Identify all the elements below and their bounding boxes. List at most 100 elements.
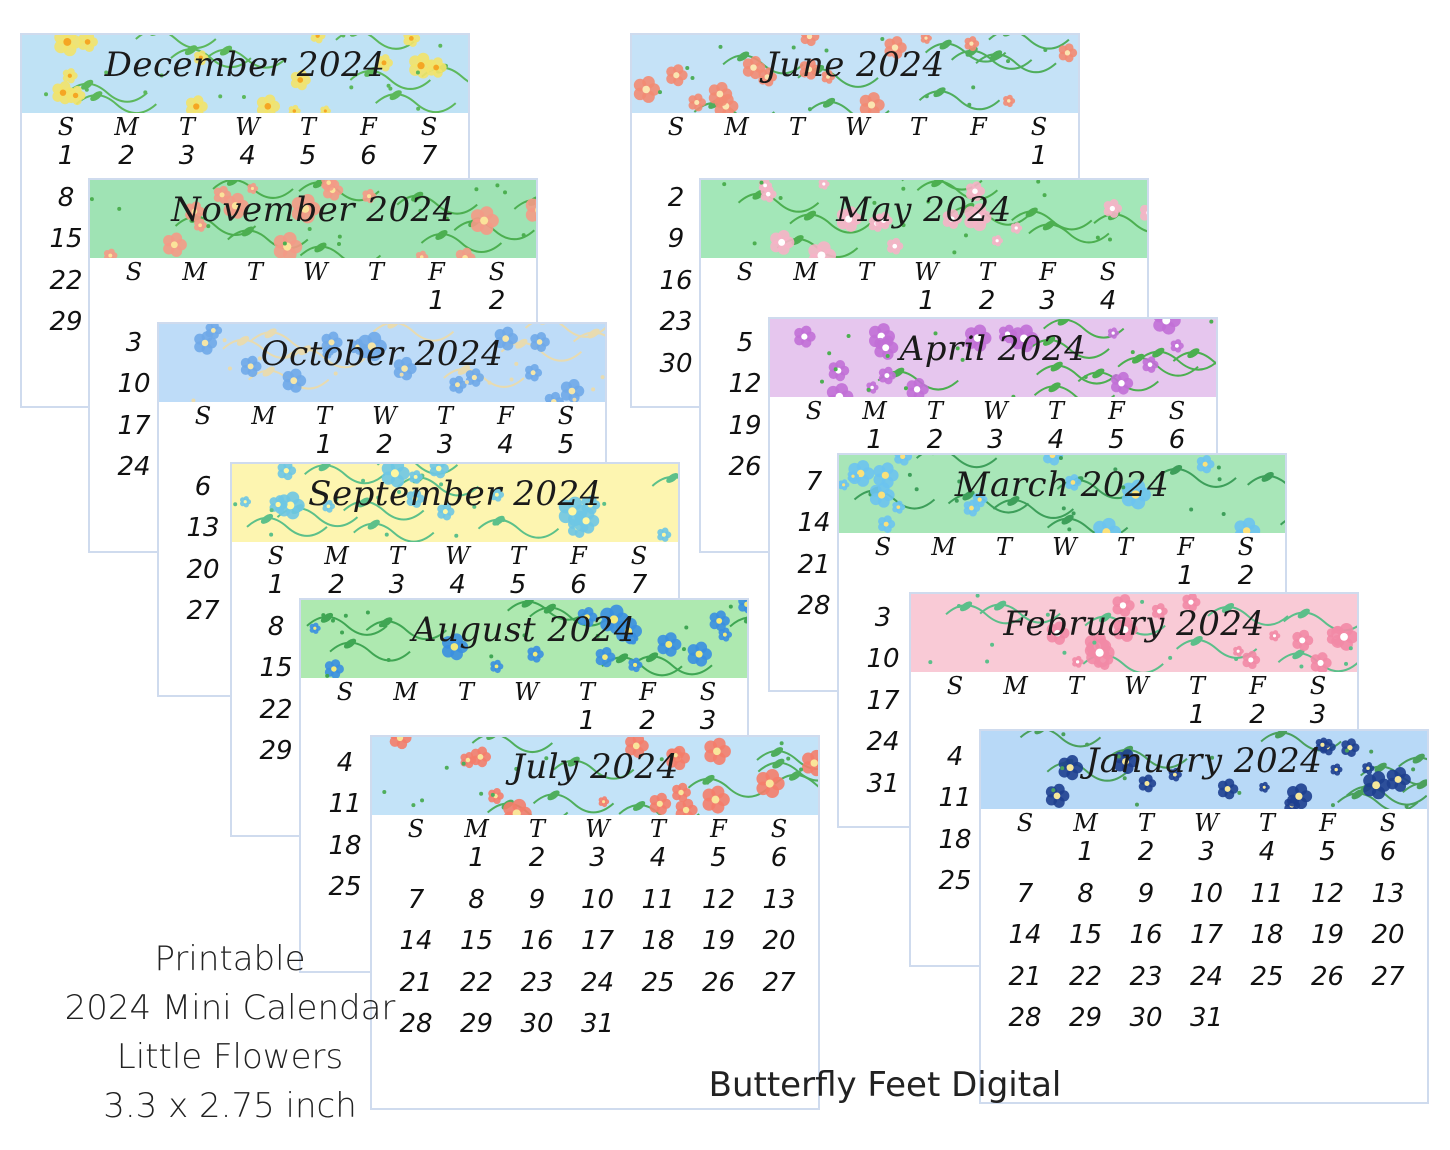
day-number: 31	[866, 768, 900, 799]
day-number: 8	[1077, 878, 1094, 909]
weekday-label: S	[699, 678, 717, 706]
day-number: 28	[399, 1009, 433, 1039]
weekday-label: T	[1137, 809, 1154, 837]
weekday-label: T	[788, 113, 805, 141]
day-number: 3	[874, 602, 892, 633]
weekday-label: F	[639, 678, 656, 706]
weekday-label: T	[315, 402, 332, 430]
weekday-label: W	[1124, 672, 1149, 700]
day-number: 2	[118, 141, 135, 171]
day-number: 19	[728, 410, 762, 441]
day-number: 21	[399, 967, 433, 998]
weekday-label: M	[114, 113, 139, 141]
day-number: 5	[557, 430, 575, 460]
weekday-label: S	[267, 542, 285, 570]
day-number: 17	[580, 926, 615, 956]
day-number: 13	[1371, 878, 1405, 909]
weekday-label: S	[736, 258, 754, 286]
day-number: 20	[762, 926, 796, 956]
floral-pattern	[701, 180, 1147, 258]
day-number: 22	[459, 967, 494, 998]
day-number: 7	[1016, 878, 1034, 909]
weekday-label: S	[1309, 672, 1327, 700]
day-number: 3	[1309, 700, 1327, 730]
month-title: August 2024	[411, 610, 637, 650]
day-number: 2	[1137, 837, 1155, 867]
day-number: 28	[1008, 1003, 1042, 1033]
weekday-label: T	[1188, 672, 1205, 700]
day-number: 1	[1077, 837, 1094, 867]
caption-line-2: 2024 Mini Calendar	[64, 988, 396, 1028]
day-number: 1	[57, 141, 75, 171]
day-number: 25	[938, 866, 972, 896]
weekday-label: F	[710, 815, 727, 843]
day-number: 17	[117, 410, 151, 441]
day-number: 25	[1250, 961, 1284, 992]
day-number: 29	[259, 736, 293, 766]
day-number: 15	[459, 926, 494, 956]
day-number: 29	[1068, 1003, 1103, 1033]
weekday-label: T	[909, 113, 926, 141]
month-title: May 2024	[836, 190, 1012, 230]
day-number: 26	[701, 967, 736, 998]
weekday-label: F	[570, 542, 587, 570]
weekday-label: M	[1073, 809, 1098, 837]
month-card-jul: July 2024 S M T W T F S 1 2 3 4 5 6 7 8 9 10 11 12 13 14 15 16 1…	[370, 735, 820, 1110]
day-number: 16	[659, 265, 693, 296]
floral-pattern	[372, 737, 818, 815]
day-number: 10	[580, 884, 615, 915]
day-number: 16	[520, 926, 554, 956]
month-header: August 2024	[301, 600, 747, 678]
day-number: 20	[186, 554, 220, 585]
day-number: 24	[866, 727, 900, 757]
day-number: 1	[578, 706, 596, 736]
day-number: 9	[1137, 878, 1155, 909]
day-number: 27	[1371, 961, 1405, 992]
month-card-jan: January 2024 S M T W T F S 1 2 3 4 5 6 7 8 9 10 11 12 13 14 15…	[979, 729, 1429, 1104]
weekday-label: M	[793, 258, 818, 286]
month-title: November 2024	[171, 190, 455, 230]
day-number: 15	[49, 224, 83, 254]
day-number: 3	[987, 425, 1004, 455]
floral-pattern	[301, 600, 747, 678]
day-number: 9	[528, 884, 546, 915]
day-number: 1	[468, 843, 485, 873]
weekday-label: S	[488, 258, 506, 286]
weekday-label: F	[1249, 672, 1266, 700]
month-header: July 2024	[372, 737, 818, 815]
day-number: 1	[315, 430, 333, 460]
day-number: 23	[659, 307, 693, 337]
month-header: January 2024	[981, 731, 1427, 809]
weekday-label: S	[1099, 258, 1117, 286]
weekday-label: W	[914, 258, 939, 286]
weekday-label: T	[995, 533, 1012, 561]
day-number: 10	[1189, 878, 1224, 909]
day-number: 4	[336, 747, 354, 778]
caption-line-1: Printable	[154, 939, 306, 979]
weekday-label: T	[1258, 809, 1275, 837]
day-number: 5	[710, 843, 727, 873]
weekday-label: T	[578, 678, 595, 706]
weekday-label: M	[862, 397, 887, 425]
day-number: 5	[1108, 425, 1125, 455]
day-number: 4	[497, 430, 514, 460]
floral-pattern	[770, 319, 1216, 397]
weekday-label: T	[457, 678, 474, 706]
day-number: 24	[117, 452, 151, 482]
day-number: 21	[1008, 961, 1042, 992]
day-number: 2	[328, 570, 345, 600]
weekday-label: M	[393, 678, 418, 706]
weekday-label: W	[1052, 533, 1077, 561]
weekday-label: S	[946, 672, 964, 700]
weekday-label: F	[1177, 533, 1194, 561]
day-number: 6	[194, 471, 212, 502]
weekday-label: F	[428, 258, 445, 286]
day-number: 1	[1188, 700, 1206, 730]
weekday-label: F	[1108, 397, 1125, 425]
day-number: 3	[1039, 286, 1056, 316]
day-number: 31	[580, 1009, 615, 1039]
day-number: 2	[376, 430, 393, 460]
day-number: 1	[1177, 561, 1194, 591]
day-number: 7	[420, 141, 438, 171]
day-number: 2	[926, 425, 944, 455]
